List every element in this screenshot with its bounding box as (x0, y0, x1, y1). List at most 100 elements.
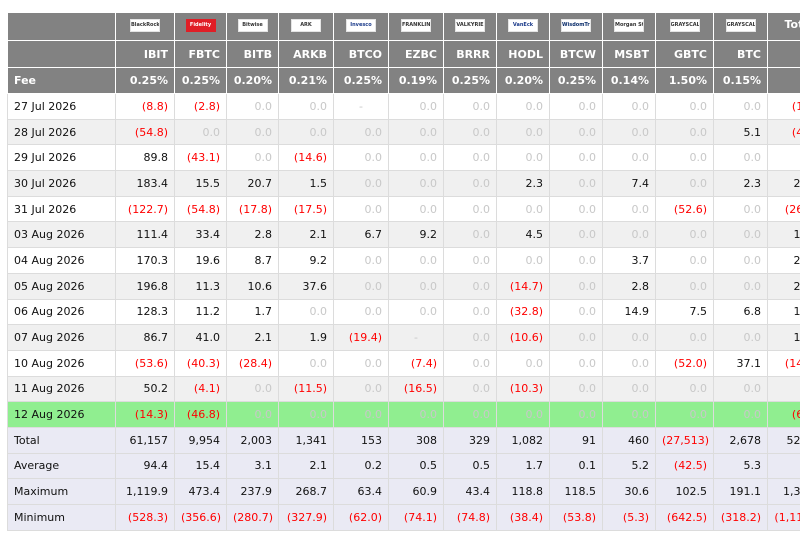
flow-cell: 0.0 (333, 375, 389, 403)
flow-cell: 20.7 (226, 170, 279, 197)
ticker-header: ARKB (278, 40, 334, 68)
ticker-header: IBIT (115, 40, 175, 68)
flow-cell: 0.0 (602, 118, 656, 146)
ticker-header: BTCW (549, 40, 603, 68)
flow-cell: (28.4) (226, 349, 279, 377)
date-cell: 31 Jul 2026 (7, 195, 116, 223)
flow-cell: 0.0 (388, 247, 444, 274)
flow-cell: 0.0 (333, 298, 389, 326)
summary-cell: 2,003 (226, 426, 279, 454)
summary-cell: (5.3) (602, 504, 656, 531)
flow-cell: 0.0 (278, 349, 334, 377)
date-cell: 03 Aug 2026 (7, 221, 116, 249)
summary-total-cell: 52,045 (767, 426, 800, 454)
table-row: 12 Aug 2026 (14.3) (46.8) 0.0 0.0 0.0 0.0 0.0 0.… (7, 401, 800, 428)
row-total-cell: 233.1 (767, 170, 800, 197)
table-row: 07 Aug 2026 86.7 41.0 2.1 1.9 (19.4) -0.0 (10.6… (7, 324, 800, 351)
table-row: 27 Jul 2026 (8.8) (2.8) 0.0 0.0-0.0 0.0 0.0 0.0… (7, 93, 800, 120)
summary-cell: 237.9 (226, 478, 279, 505)
flow-cell: 41.0 (174, 324, 227, 351)
flow-cell: 0.0 (278, 401, 334, 428)
flow-cell: 111.4 (115, 221, 175, 249)
corner-cell (7, 12, 116, 41)
summary-cell: (27,513) (655, 426, 714, 454)
row-total-cell: 32.1 (767, 144, 800, 172)
flow-cell: 0.0 (602, 349, 656, 377)
summary-cell: 153 (333, 426, 389, 454)
flow-cell: 0.0 (496, 349, 550, 377)
summary-cell: 43.4 (443, 478, 497, 505)
flow-cell: 8.7 (226, 247, 279, 274)
row-total-cell: 170.1 (767, 221, 800, 249)
ark-logo: ARK (291, 18, 321, 32)
summary-cell: 1,082 (496, 426, 550, 454)
summary-cell: 5.2 (602, 452, 656, 480)
logo-cell: FRANKLIN (388, 12, 444, 41)
flow-cell: 0.0 (226, 118, 279, 146)
flow-cell: - (333, 93, 389, 120)
flow-cell: (14.7) (496, 272, 550, 300)
flow-cell: (14.6) (278, 144, 334, 172)
flow-cell: 0.0 (388, 118, 444, 146)
flow-cell: 0.0 (549, 221, 603, 249)
flow-cell: 0.0 (496, 93, 550, 120)
flow-cell: 0.0 (226, 93, 279, 120)
summary-cell: 3.1 (226, 452, 279, 480)
summary-row: Maximum 1,119.9 473.4 237.9 268.7 63.4 60.9 43.… (7, 478, 800, 505)
summary-label: Minimum (7, 504, 116, 531)
flow-cell: 14.9 (602, 298, 656, 326)
summary-cell: 94.4 (115, 452, 175, 480)
fee-cell: 0.25% (443, 67, 497, 94)
ticker-header: BTC (713, 40, 768, 68)
flow-cell: 0.0 (713, 144, 768, 172)
fidelity-logo: Fidelity (185, 18, 216, 32)
summary-cell: (74.8) (443, 504, 497, 531)
flow-cell: 11.3 (174, 272, 227, 300)
table-row: 11 Aug 2026 50.2 (4.1) 0.0 (11.5) 0.0 (16.5) 0.… (7, 375, 800, 403)
flow-cell: 0.0 (278, 93, 334, 120)
summary-cell: 191.1 (713, 478, 768, 505)
flow-cell: (17.5) (278, 195, 334, 223)
flow-cell: 0.0 (496, 195, 550, 223)
flow-cell: 0.0 (655, 247, 714, 274)
flow-cell: 0.0 (602, 93, 656, 120)
flow-cell: 0.0 (655, 144, 714, 172)
flow-cell: 0.0 (443, 170, 497, 197)
flow-cell: 0.0 (388, 170, 444, 197)
invesco-logo: Invesco (346, 18, 376, 32)
flow-cell: (52.6) (655, 195, 714, 223)
flow-cell: 2.8 (226, 221, 279, 249)
row-total-cell: 211.5 (767, 247, 800, 274)
flow-cell: 170.3 (115, 247, 175, 274)
flow-cell: 0.0 (655, 272, 714, 300)
summary-cell: 30.6 (602, 478, 656, 505)
date-cell: 12 Aug 2026 (7, 401, 116, 428)
logo-cell: Morgan Stanley (602, 12, 656, 41)
flow-cell: 6.8 (713, 298, 768, 326)
date-cell: 07 Aug 2026 (7, 324, 116, 351)
summary-cell: 60.9 (388, 478, 444, 505)
flow-cell: 0.0 (655, 401, 714, 428)
blackrock-logo: BlackRock (130, 18, 160, 32)
fee-cell: 0.25% (333, 67, 389, 94)
flow-cell: 0.0 (549, 349, 603, 377)
table-body: 27 Jul 2026 (8.8) (2.8) 0.0 0.0-0.0 0.0 0.0 0.0… (7, 93, 800, 531)
row-total-cell: 137.6 (767, 298, 800, 326)
flow-cell: (53.6) (115, 349, 175, 377)
summary-row: Minimum (528.3) (356.6) (280.7) (327.9) (62.0… (7, 504, 800, 531)
flow-cell: 9.2 (278, 247, 334, 274)
flow-cell: 0.0 (602, 144, 656, 172)
flow-cell: (19.4) (333, 324, 389, 351)
summary-cell: 0.5 (388, 452, 444, 480)
flow-cell: 7.5 (655, 298, 714, 326)
flow-cell: 3.7 (602, 247, 656, 274)
flow-cell: (122.7) (115, 195, 175, 223)
summary-cell: 63.4 (333, 478, 389, 505)
row-total-cell: 244.4 (767, 272, 800, 300)
flow-cell: 0.0 (549, 401, 603, 428)
flow-cell: 0.0 (443, 118, 497, 146)
flow-cell: (52.0) (655, 349, 714, 377)
flow-cell: 0.0 (333, 349, 389, 377)
flow-cell: 0.0 (388, 298, 444, 326)
valkyrie-logo: VALKYRIE (455, 18, 485, 32)
